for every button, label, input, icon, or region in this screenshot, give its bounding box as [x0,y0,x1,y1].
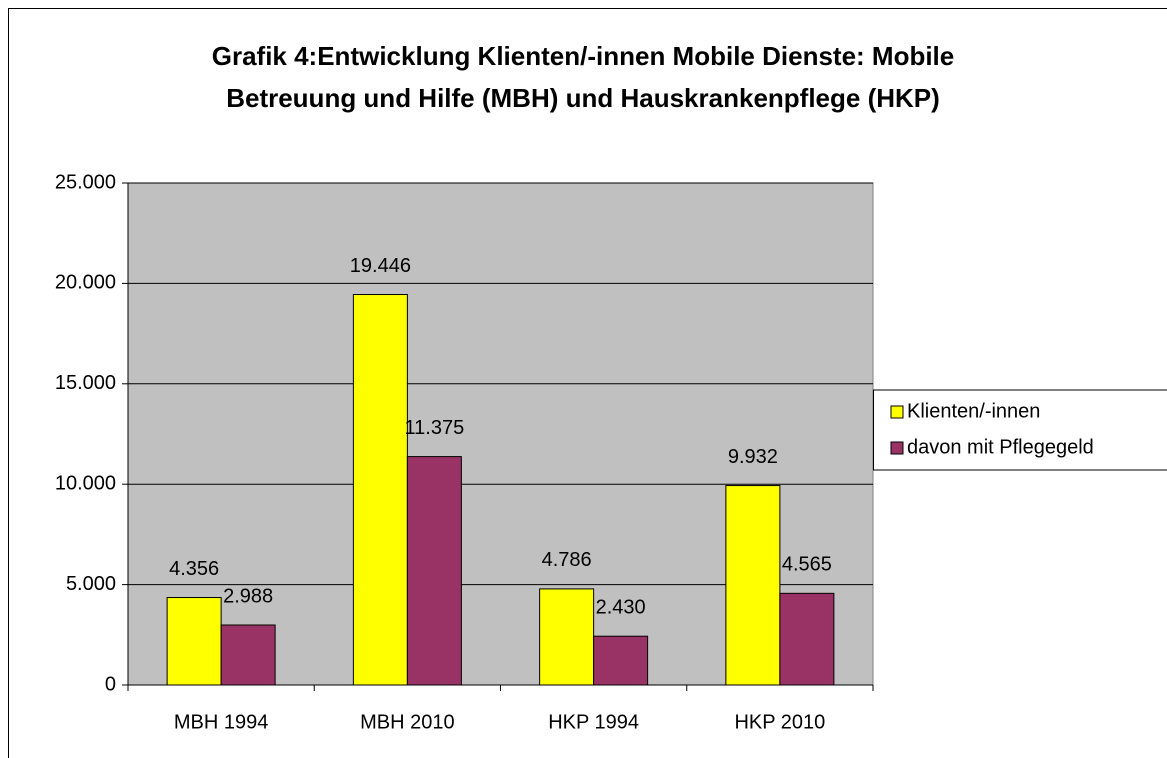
value-label: 11.375 [405,417,465,439]
legend-box [873,389,1167,471]
bar [779,592,835,686]
y-tick-label: 15.000 [55,372,116,394]
chart-title: Grafik 4:Entwicklung Klienten/-innen Mob… [212,41,955,71]
value-label: 4.565 [782,554,832,576]
bar [220,624,276,686]
bar [166,597,222,686]
value-label: 9.932 [728,446,778,468]
value-label: 19.446 [350,255,411,277]
bar [352,294,408,686]
chart-title: Betreuung und Hilfe (MBH) und Hauskranke… [226,83,940,113]
legend-swatch [890,405,904,419]
x-tick-label: HKP 2010 [734,711,825,733]
y-tick-label: 5.000 [66,573,116,595]
y-tick-label: 0 [105,673,116,695]
value-label: 2.430 [596,596,646,618]
bar [593,635,649,686]
value-label: 4.786 [542,549,592,571]
bar [406,456,462,686]
y-tick-label: 20.000 [55,272,116,294]
bar [539,588,595,686]
legend-label: davon mit Pflegegeld [907,436,1094,458]
y-tick-label: 25.000 [55,171,116,193]
legend-label: Klienten/-innen [907,400,1040,422]
x-tick-label: MBH 1994 [174,711,269,733]
legend-swatch [890,441,904,455]
x-tick-label: MBH 2010 [360,711,455,733]
value-label: 4.356 [169,558,219,580]
x-tick-label: HKP 1994 [548,711,639,733]
value-label: 2.988 [223,585,273,607]
y-tick-label: 10.000 [55,472,116,494]
bar [725,485,781,686]
